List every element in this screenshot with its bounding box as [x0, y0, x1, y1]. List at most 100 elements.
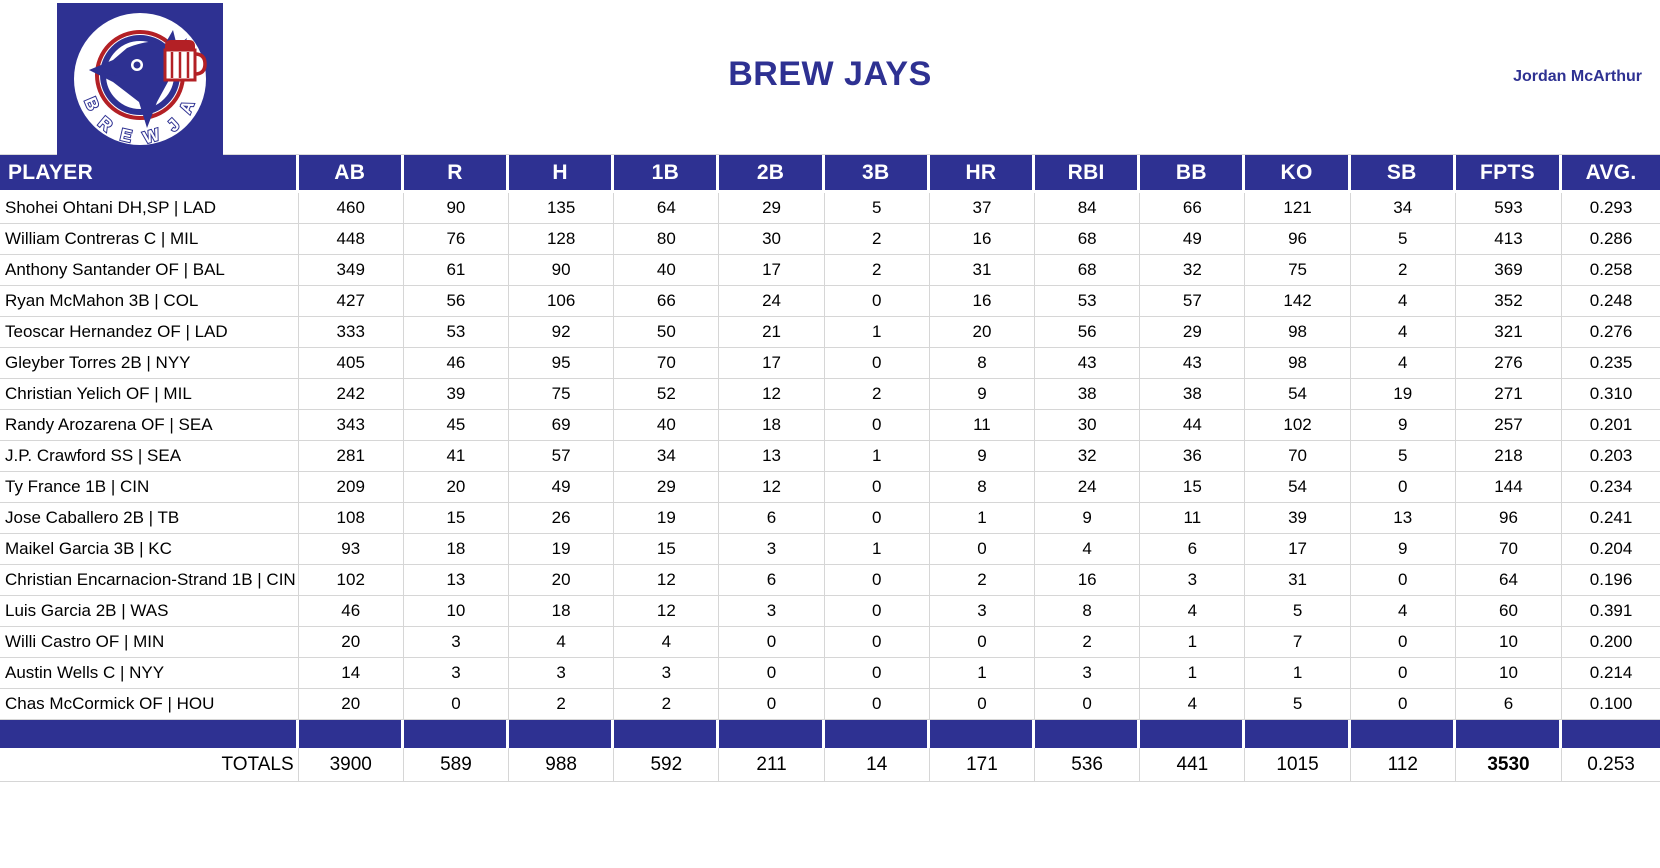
column-header-bb[interactable]: BB [1140, 155, 1246, 193]
column-header-ab[interactable]: AB [298, 155, 404, 193]
cell-player-name[interactable]: Willi Castro OF | MIN [0, 627, 299, 658]
cell-ko: 121 [1245, 193, 1351, 224]
table-row[interactable]: Austin Wells C | NYY 14 3 3 3 0 0 1 3 1 1 0 10 0.214 [0, 658, 1660, 689]
cell-hr: 8 [929, 348, 1036, 379]
cell-player-name[interactable]: Luis Garcia 2B | WAS [0, 596, 299, 627]
table-row[interactable]: Christian Yelich OF | MIL 242 39 75 52 12 2 9 38… [0, 379, 1660, 410]
table-row[interactable]: Shohei Ohtani DH,SP | LAD 460 90 135 64 29 5 37… [0, 193, 1660, 224]
spacer-cell [1035, 720, 1141, 748]
cell-sb: 5 [1350, 224, 1456, 255]
table-row[interactable]: Maikel Garcia 3B | KC 93 18 19 15 3 1 0 4 6 17 9 70 0… [0, 534, 1660, 565]
cell-2b: 3 [719, 596, 825, 627]
cell-sb: 4 [1350, 348, 1456, 379]
brew-jays-logo-icon: B R E W J A Y S [65, 10, 207, 148]
cell-avg: 0.214 [1562, 658, 1660, 689]
cell-3b: 0 [824, 348, 930, 379]
cell-r: 39 [403, 379, 510, 410]
cell-bb: 32 [1140, 255, 1246, 286]
cell-player-name[interactable]: Christian Encarnacion-Strand 1B | CIN [0, 565, 299, 596]
column-header-r[interactable]: R [403, 155, 510, 193]
cell-hr: 11 [929, 410, 1036, 441]
table-row[interactable]: Ty France 1B | CIN 209 20 49 29 12 0 8 24 15 54 0 14… [0, 472, 1660, 503]
cell-sb: 4 [1350, 596, 1456, 627]
table-row[interactable]: Anthony Santander OF | BAL 349 61 90 40 17 2 31… [0, 255, 1660, 286]
column-header-3b[interactable]: 3B [824, 155, 930, 193]
cell-player-name[interactable]: Chas McCormick OF | HOU [0, 689, 299, 720]
cell-bb: 4 [1140, 596, 1246, 627]
cell-ko: 54 [1245, 379, 1351, 410]
column-header-player[interactable]: PLAYER [0, 155, 299, 193]
cell-fpts: 257 [1455, 410, 1563, 441]
cell-1b: 52 [614, 379, 720, 410]
cell-2b: 30 [719, 224, 825, 255]
table-row[interactable]: Christian Encarnacion-Strand 1B | CIN 102… [0, 565, 1660, 596]
cell-ko: 39 [1245, 503, 1351, 534]
cell-rbi: 68 [1035, 224, 1141, 255]
table-row[interactable]: Willi Castro OF | MIN 20 3 4 4 0 0 0 2 1 7 0 10 0.200 [0, 627, 1660, 658]
column-header-ko[interactable]: KO [1245, 155, 1351, 193]
cell-rbi: 24 [1035, 472, 1141, 503]
table-row[interactable]: J.P. Crawford SS | SEA 281 41 57 34 13 1 9 32 36 7… [0, 441, 1660, 472]
column-header-sb[interactable]: SB [1350, 155, 1456, 193]
cell-sb: 0 [1350, 658, 1456, 689]
cell-player-name[interactable]: Jose Caballero 2B | TB [0, 503, 299, 534]
table-row[interactable]: Luis Garcia 2B | WAS 46 10 18 12 3 0 3 8 4 5 4 60 0.3… [0, 596, 1660, 627]
cell-h: 57 [509, 441, 615, 472]
cell-sb: 0 [1350, 627, 1456, 658]
cell-avg: 0.258 [1562, 255, 1660, 286]
cell-3b: 0 [824, 658, 930, 689]
column-header-2b[interactable]: 2B [719, 155, 825, 193]
cell-sb: 2 [1350, 255, 1456, 286]
cell-fpts: 10 [1455, 627, 1563, 658]
table-row[interactable]: Teoscar Hernandez OF | LAD 333 53 92 50 21 1 20… [0, 317, 1660, 348]
cell-player-name[interactable]: Ryan McMahon 3B | COL [0, 286, 299, 317]
cell-player-name[interactable]: J.P. Crawford SS | SEA [0, 441, 299, 472]
table-row[interactable]: Gleyber Torres 2B | NYY 405 46 95 70 17 0 8 43 43… [0, 348, 1660, 379]
cell-player-name[interactable]: Gleyber Torres 2B | NYY [0, 348, 299, 379]
cell-hr: 1 [929, 658, 1036, 689]
cell-avg: 0.100 [1562, 689, 1660, 720]
table-row[interactable]: William Contreras C | MIL 448 76 128 80 30 2 16… [0, 224, 1660, 255]
cell-sb: 19 [1350, 379, 1456, 410]
column-header-h[interactable]: H [509, 155, 615, 193]
cell-2b: 12 [719, 472, 825, 503]
team-owner-label: Jordan McArthur [1513, 68, 1642, 85]
column-header-avg[interactable]: AVG. [1562, 155, 1660, 193]
cell-sb: 13 [1350, 503, 1456, 534]
cell-1b: 15 [614, 534, 720, 565]
page-header: B R E W J A Y S BREW JAYS Jordan McArthu… [0, 0, 1660, 155]
column-header-hr[interactable]: HR [929, 155, 1036, 193]
table-row[interactable]: Chas McCormick OF | HOU 20 0 2 2 0 0 0 0 4 5 0 6 0.10… [0, 689, 1660, 720]
column-header-rbi[interactable]: RBI [1035, 155, 1141, 193]
cell-sb: 0 [1350, 565, 1456, 596]
spacer-cell [1140, 720, 1246, 748]
column-header-fpts[interactable]: FPTS [1455, 155, 1563, 193]
cell-2b: 6 [719, 565, 825, 596]
cell-player-name[interactable]: Anthony Santander OF | BAL [0, 255, 299, 286]
cell-player-name[interactable]: Randy Arozarena OF | SEA [0, 410, 299, 441]
table-row[interactable]: Ryan McMahon 3B | COL 427 56 106 66 24 0 16 53 57… [0, 286, 1660, 317]
cell-player-name[interactable]: Shohei Ohtani DH,SP | LAD [0, 193, 299, 224]
cell-ko: 31 [1245, 565, 1351, 596]
cell-3b: 2 [824, 255, 930, 286]
cell-player-name[interactable]: William Contreras C | MIL [0, 224, 299, 255]
cell-player-name[interactable]: Maikel Garcia 3B | KC [0, 534, 299, 565]
cell-hr: 3 [929, 596, 1036, 627]
table-row[interactable]: Randy Arozarena OF | SEA 343 45 69 40 18 0 11 30… [0, 410, 1660, 441]
table-spacer-row [0, 720, 1660, 748]
cell-player-name[interactable]: Ty France 1B | CIN [0, 472, 299, 503]
totals-avg: 0.253 [1562, 748, 1660, 782]
cell-h: 106 [509, 286, 615, 317]
cell-player-name[interactable]: Austin Wells C | NYY [0, 658, 299, 689]
cell-fpts: 352 [1455, 286, 1563, 317]
cell-fpts: 96 [1455, 503, 1563, 534]
cell-sb: 9 [1350, 410, 1456, 441]
column-header-1b[interactable]: 1B [614, 155, 720, 193]
cell-h: 95 [509, 348, 615, 379]
cell-player-name[interactable]: Teoscar Hernandez OF | LAD [0, 317, 299, 348]
cell-3b: 5 [824, 193, 930, 224]
table-row[interactable]: Jose Caballero 2B | TB 108 15 26 19 6 0 1 9 11 39 1… [0, 503, 1660, 534]
cell-2b: 6 [719, 503, 825, 534]
cell-player-name[interactable]: Christian Yelich OF | MIL [0, 379, 299, 410]
cell-r: 46 [403, 348, 510, 379]
